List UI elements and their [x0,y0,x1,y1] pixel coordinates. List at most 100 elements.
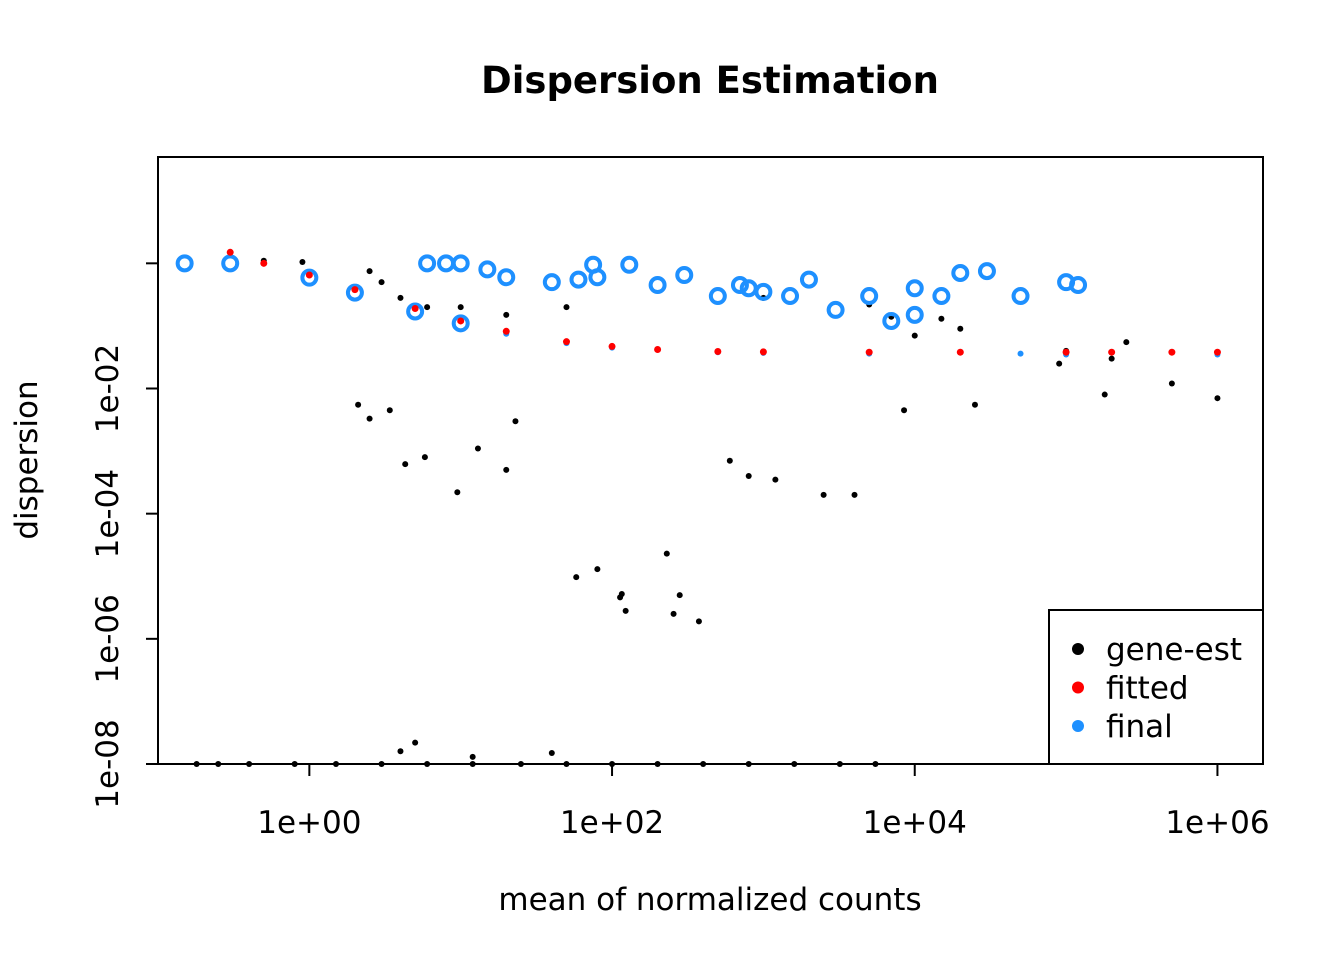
point-gene-est-40 [695,618,702,625]
legend-marker-fitted [1072,681,1084,694]
point-gene-est-21 [355,401,362,408]
point-gene-est-13 [745,761,752,767]
point-fitted-2 [305,271,313,279]
point-final-2 [300,268,319,287]
point-gene-est-37 [663,550,670,557]
point-gene-est-14 [791,761,798,767]
point-gene-est-3 [291,761,298,767]
point-gene-est-51 [1214,395,1221,402]
point-fitted-8 [608,342,616,350]
point-final-18 [478,260,497,279]
point-final-25 [648,276,667,295]
point-gene-est-46 [1056,360,1063,367]
point-final-41 [826,300,845,319]
point-final-35 [932,287,951,306]
chart-title: Dispersion Estimation [481,59,939,102]
point-gene-est-57 [397,294,404,301]
point-gene-est-23 [366,415,373,422]
point-fitted-11 [759,348,767,356]
legend-label-fitted: fitted [1106,671,1189,707]
point-final-33 [860,287,879,306]
point-fitted-7 [562,338,570,346]
point-final-28 [730,276,749,295]
point-gene-est-29 [512,418,519,425]
point-gene-est-22 [386,407,393,414]
point-gene-est-11 [654,761,661,767]
point-gene-est-31 [745,472,752,479]
point-final-37 [977,262,996,281]
point-final-0 [175,254,194,273]
x-tick-label-3: 1e+06 [1165,805,1269,841]
point-gene-est-5 [378,761,385,767]
point-final-15 [418,254,437,273]
point-gene-est-8 [517,761,524,767]
point-gene-est-9 [563,761,570,767]
point-final-19 [497,268,516,287]
point-gene-est-35 [901,407,908,414]
point-gene-est-66 [938,315,945,322]
point-final-20 [542,273,561,292]
x-axis-label: mean of normalized counts [498,882,921,918]
point-fitted-14 [1062,348,1070,356]
point-gene-est-15 [836,761,843,767]
point-final-42 [882,311,901,330]
x-tick-label-0: 1e+00 [257,805,361,841]
point-final-5 [451,314,470,333]
point-final-12 [1017,350,1024,357]
x-tick-label-2: 1e+04 [863,805,967,841]
point-gene-est-2 [246,761,253,767]
point-fitted-12 [865,348,873,356]
point-gene-est-50 [1168,380,1175,387]
point-gene-est-26 [454,489,461,496]
legend-label-final: final [1106,709,1173,745]
point-gene-est-33 [820,491,827,498]
point-gene-est-16 [872,761,879,767]
point-fitted-16 [1168,348,1176,356]
point-fitted-1 [260,259,268,267]
point-fitted-10 [714,348,722,356]
point-fitted-9 [654,345,662,353]
point-gene-est-64 [911,332,918,339]
point-final-17 [451,254,470,273]
point-final-3 [345,283,364,302]
point-gene-est-20 [548,749,555,756]
y-axis-label: dispersion [9,380,45,539]
point-gene-est-54 [299,259,306,266]
point-gene-est-7 [469,761,476,767]
legend-label-gene-est: gene-est [1106,632,1242,668]
point-gene-est-12 [700,761,707,767]
point-gene-est-25 [421,454,428,461]
series-final [175,254,1221,358]
point-gene-est-4 [332,761,339,767]
point-gene-est-36 [971,401,978,408]
point-gene-est-30 [726,457,733,464]
point-final-27 [708,287,727,306]
point-final-34 [905,279,924,298]
point-fitted-0 [226,248,234,256]
point-gene-est-56 [378,279,385,286]
point-final-23 [588,268,607,287]
point-gene-est-65 [957,325,964,332]
point-gene-est-28 [503,466,510,473]
point-gene-est-6 [424,761,431,767]
series-fitted [226,248,1221,356]
point-fitted-13 [956,348,964,356]
y-tick-label-0: 1e-08 [90,719,126,808]
point-final-24 [620,255,639,274]
point-gene-est-38 [676,592,683,599]
point-gene-est-42 [594,566,601,573]
point-gene-est-58 [424,304,431,311]
point-gene-est-1 [215,761,222,767]
point-gene-est-52 [1101,391,1108,398]
point-final-43 [905,305,924,324]
point-final-4 [406,302,425,321]
point-gene-est-19 [469,753,476,760]
point-gene-est-17 [412,739,419,746]
point-final-26 [675,266,694,285]
point-fitted-17 [1213,348,1221,356]
y-tick-label-2: 1e-04 [90,469,126,558]
legend-marker-final [1072,720,1084,732]
